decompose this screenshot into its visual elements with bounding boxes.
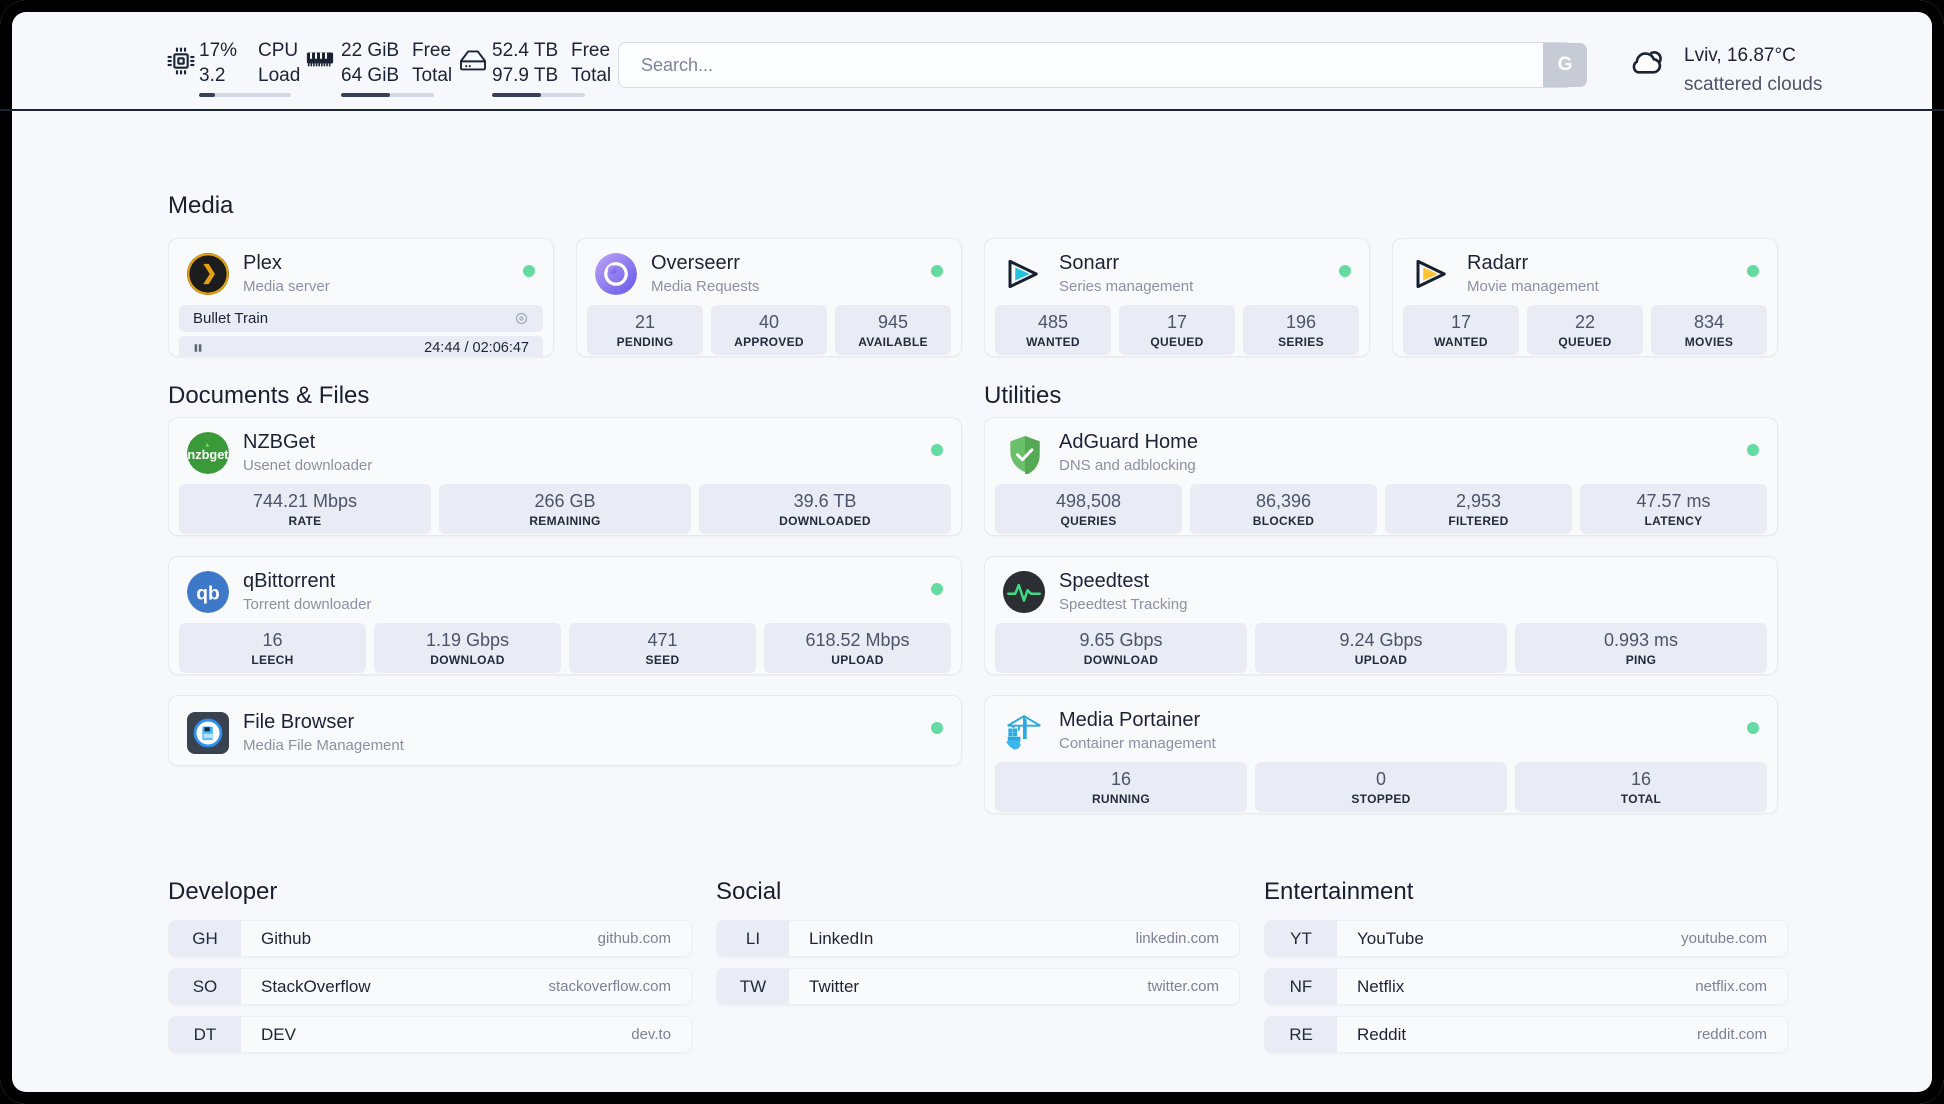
svg-text:nzbget: nzbget: [187, 447, 229, 462]
svg-text:qb: qb: [196, 583, 220, 604]
